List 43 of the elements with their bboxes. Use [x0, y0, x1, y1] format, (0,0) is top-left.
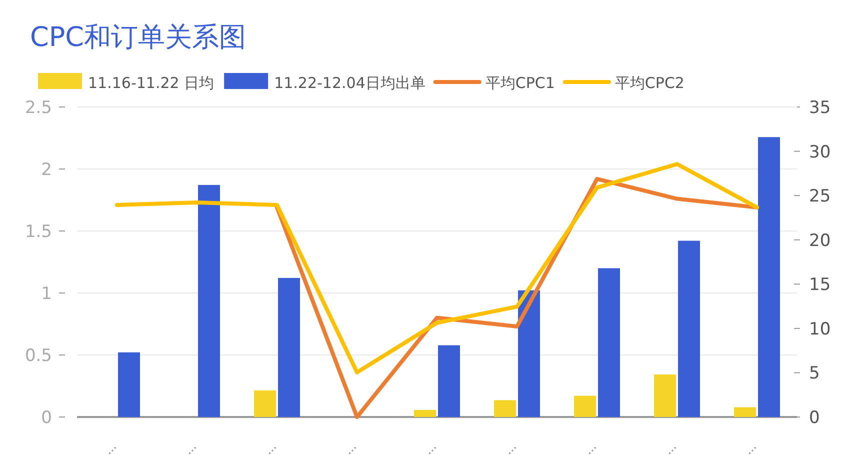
bar [494, 400, 516, 417]
y-tick-label: 1.5 [24, 222, 52, 242]
line-series [115, 162, 759, 374]
y2-tick-label: 35 [809, 98, 831, 118]
bar [598, 268, 620, 417]
y-tick-label: 1 [41, 284, 52, 304]
x-tick-label: ... [261, 439, 280, 455]
bar [438, 345, 460, 417]
bar [678, 240, 700, 417]
bar [278, 278, 300, 417]
x-tick-label: ... [181, 439, 200, 455]
x-tick-label: ... [501, 439, 520, 455]
y2-tick-label: 25 [809, 186, 831, 207]
y2-tick-label: 20 [809, 230, 831, 251]
y2-tick-label: 0 [809, 408, 820, 428]
y-tick-label: 0.5 [24, 346, 52, 366]
y-tick-label: 2 [41, 160, 52, 180]
bar [734, 407, 756, 417]
y-tick-label: 0 [41, 408, 52, 428]
bar [574, 396, 596, 417]
y2-tick-label: 30 [809, 142, 831, 162]
y2-tick-label: 10 [809, 319, 831, 340]
x-tick-label: ... [581, 439, 600, 455]
legend-label: 11.22-12.04日均出单 [274, 74, 426, 92]
legend-label: 11.16-11.22 日均 [88, 74, 214, 92]
bar [414, 410, 436, 417]
bar [518, 290, 540, 417]
bar [758, 137, 780, 417]
bar [654, 374, 676, 417]
y2-tick-label: 5 [809, 364, 820, 384]
x-tick-label: ... [661, 439, 680, 455]
bar [118, 352, 140, 417]
x-tick-label: ... [741, 439, 760, 455]
x-tick-label: ... [101, 439, 120, 455]
x-tick-label: ... [341, 439, 360, 455]
y-tick-label: 2.5 [24, 98, 52, 118]
y2-tick-label: 15 [809, 275, 831, 296]
bar [254, 390, 276, 417]
chart-title: CPC和订单关系图 [30, 22, 246, 53]
x-tick-label: ... [421, 439, 440, 455]
bar [198, 184, 220, 417]
legend-label: 平均CPC2 [614, 74, 684, 92]
legend-label: 平均CPC1 [485, 74, 555, 92]
